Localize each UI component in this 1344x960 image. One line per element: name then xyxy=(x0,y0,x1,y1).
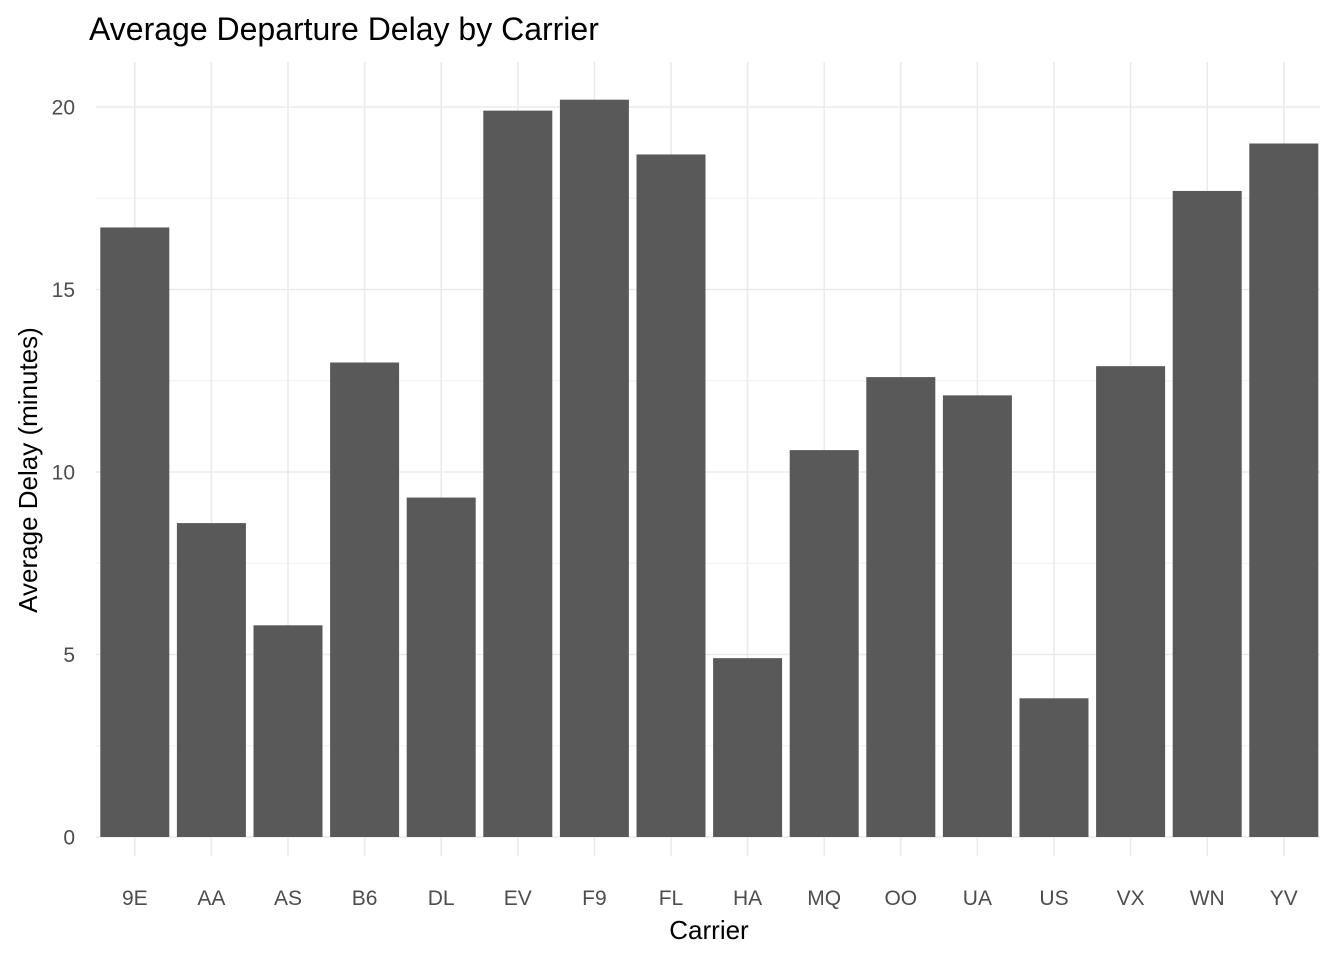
bar-oo xyxy=(866,377,936,837)
x-tick-label: UA xyxy=(963,887,992,910)
x-tick-label: HA xyxy=(733,887,762,910)
x-tick-label: FL xyxy=(659,887,684,910)
x-axis-ticks: 9E AA AS B6 DL EV F9 FL HA MQ OO UA US VX WN YV xyxy=(122,887,1298,910)
bar-vx xyxy=(1096,366,1166,837)
chart-title: Average Departure Delay by Carrier xyxy=(89,11,599,47)
bar-ha xyxy=(713,658,783,837)
y-axis-ticks: 0 5 10 15 20 xyxy=(52,97,75,850)
bar-us xyxy=(1019,698,1089,837)
bar-wn xyxy=(1172,190,1242,837)
y-axis-title: Average Delay (minutes) xyxy=(13,327,43,613)
y-tick-label: 0 xyxy=(63,827,75,850)
x-tick-label: MQ xyxy=(807,887,841,910)
bar-as xyxy=(253,625,323,837)
bar-fl xyxy=(636,154,706,837)
x-tick-label: AA xyxy=(197,887,225,910)
x-tick-label: YV xyxy=(1270,887,1298,910)
bar-yv xyxy=(1249,143,1319,837)
bar-aa xyxy=(176,523,246,837)
bar-f9 xyxy=(559,99,629,837)
bar-9e xyxy=(100,227,170,837)
x-tick-label: US xyxy=(1039,887,1068,910)
x-tick-label: AS xyxy=(274,887,302,910)
y-tick-label: 10 xyxy=(52,462,75,485)
x-tick-label: EV xyxy=(504,887,532,910)
bar-ev xyxy=(483,110,553,837)
x-tick-label: B6 xyxy=(352,887,378,910)
y-tick-label: 15 xyxy=(52,279,75,302)
y-tick-label: 5 xyxy=(63,644,75,667)
bars xyxy=(100,99,1319,837)
bar-mq xyxy=(789,450,859,837)
bar-dl xyxy=(406,497,476,837)
x-tick-label: 9E xyxy=(122,887,148,910)
bar-b6 xyxy=(330,362,400,837)
x-tick-label: F9 xyxy=(582,887,607,910)
x-axis-title: Carrier xyxy=(669,915,749,945)
bar-ua xyxy=(942,395,1012,837)
x-tick-label: OO xyxy=(884,887,917,910)
y-tick-label: 20 xyxy=(52,97,75,120)
x-tick-label: VX xyxy=(1117,887,1145,910)
x-tick-label: DL xyxy=(428,887,455,910)
x-tick-label: WN xyxy=(1190,887,1225,910)
